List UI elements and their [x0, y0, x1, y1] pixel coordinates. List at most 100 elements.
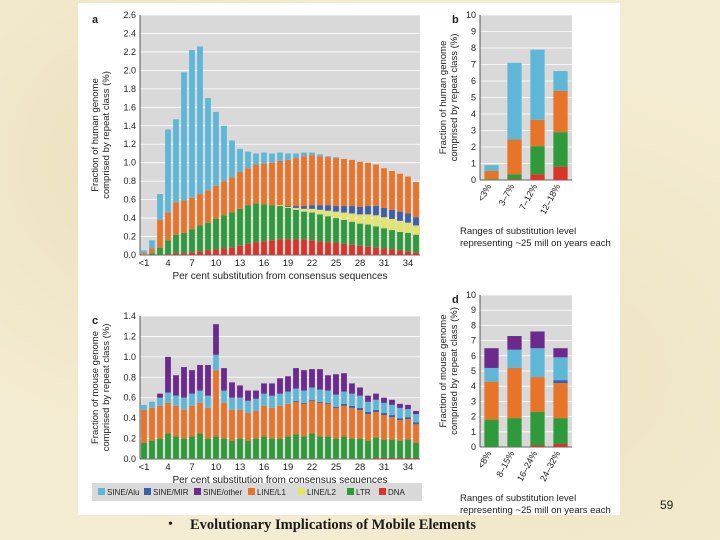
bar-a-ltr: [229, 212, 235, 248]
panel-a-ylabel: comprised by repeat class (%): [101, 71, 112, 199]
bar-c-sine-alu: [373, 399, 379, 410]
panel-a-ytick-label: 0.8: [123, 176, 136, 186]
bar-c-sine-other: [205, 365, 211, 396]
bar-a-sine-mir: [325, 205, 331, 211]
bar-a-line-l2: [405, 222, 411, 233]
bar-a-line-l1: [205, 190, 211, 223]
panel-d-ylabel: Fraction of mouse genome: [438, 314, 449, 427]
bar-c-ltr: [189, 436, 195, 459]
panel-b-ytick-label: 5: [471, 93, 476, 103]
panel-c-xtick-label: 31: [379, 462, 390, 473]
bar-c-ltr: [293, 434, 299, 459]
panel-b-ytick-label: 9: [471, 27, 476, 37]
bar-c-line-l1: [261, 405, 267, 437]
panel-d-xtick-label: 24–32%: [538, 449, 562, 483]
bar-a-line-l1: [341, 159, 347, 207]
panel-d-xtick-label: 16–24%: [515, 449, 539, 483]
bar-a-sine-alu: [181, 72, 187, 201]
bar-c-line-l1: [349, 407, 355, 439]
bar-a-sine-mir: [285, 206, 291, 207]
bar-c-sine-other: [189, 370, 195, 394]
panel-c-ytick-label: 0.4: [123, 413, 136, 423]
panel-a-ytick-label: 1.8: [123, 84, 136, 94]
bar-c-sine-mir: [405, 417, 411, 420]
bar-a-sine-alu: [237, 148, 243, 172]
legend-swatch-dna: [379, 488, 386, 495]
bar-b-line-l1: [553, 90, 568, 133]
bar-c-sine-mir: [333, 406, 339, 408]
bar-a-dna: [165, 254, 171, 255]
bar-a-ltr: [381, 228, 387, 249]
panel-c: 0.0 0.2 0.4 0.6 0.8 1.0 1.2 1.4 <1 4 7 10 13 16 19 22 25…: [90, 311, 420, 486]
panel-c-xtick-label: 19: [283, 462, 294, 473]
bar-a-ltr: [165, 240, 171, 255]
bar-b-ltr: [530, 146, 545, 175]
bar-c-line-l1: [221, 402, 227, 439]
bar-a-sine-mir: [317, 205, 323, 210]
bar-c-ltr: [349, 438, 355, 459]
panel-a-xtick-label: 25: [331, 258, 342, 269]
legend-swatch-line-l2: [298, 488, 305, 495]
bar-c-line-l1: [285, 403, 291, 437]
bar-b-sine-alu: [553, 71, 568, 91]
bar-c-ltr: [285, 436, 291, 459]
bar-c-sine-other: [397, 403, 403, 408]
bar-c-sine-other: [373, 393, 379, 400]
panel-d-xtick-label: 8–15%: [494, 449, 516, 478]
bar-a-dna: [365, 246, 371, 255]
panel-d-xtick-label: <8%: [476, 449, 493, 470]
bar-a-line-l1: [157, 219, 163, 248]
bar-c-ltr: [221, 438, 227, 459]
panel-b-ytick-label: 1: [471, 159, 476, 169]
panel-d-ytick-label: 6: [471, 351, 476, 361]
bar-c-ltr: [325, 436, 331, 459]
bar-c-line-l1: [245, 413, 251, 441]
panel-c-xlabel: Per cent substitution from consensus seq…: [172, 475, 387, 486]
panel-d-ytick-label: 1: [471, 427, 476, 437]
bar-a-sine-alu: [309, 152, 315, 156]
panel-b-xtick-label: 12–18%: [538, 182, 562, 216]
bar-c-line-l1: [149, 407, 155, 441]
bar-a-sine-mir: [373, 206, 379, 216]
bar-d-sine-other: [553, 348, 568, 358]
bar-a-line-l1: [173, 202, 179, 235]
bar-b-line-l1: [484, 170, 499, 180]
bar-c-sine-mir: [325, 402, 331, 404]
bar-c-sine-mir: [293, 400, 299, 402]
bar-a-ltr: [365, 224, 371, 247]
bar-a-line-l1: [197, 194, 203, 226]
bar-a-line-l2: [341, 212, 347, 220]
bar-a-ltr: [325, 216, 331, 243]
bar-a-dna: [373, 247, 379, 255]
bar-c-sine-other: [269, 383, 275, 396]
bar-c-sine-other: [229, 382, 235, 398]
panel-d-ytick-label: 10: [466, 290, 476, 300]
panel-b-ytick-label: 10: [466, 10, 476, 20]
panel-a: 0.0 0.2 0.4 0.6 0.8 1.0 1.2 1.4 1.6 1.8 2.0 2.2 2.4 2…: [90, 10, 420, 282]
bar-a-sine-alu: [221, 125, 227, 182]
bar-c-ltr: [381, 439, 387, 458]
bar-a-sine-mir: [413, 217, 419, 226]
panel-a-ytick-label: 0.4: [123, 213, 136, 223]
bar-d-sine-alu: [507, 349, 522, 368]
bar-a-dna: [221, 248, 227, 255]
panel-c-ylabel: comprised by repeat class (%): [101, 324, 112, 452]
bar-a-sine-alu: [301, 152, 307, 157]
bar-a-ltr: [213, 219, 219, 250]
legend-label-line-l1: LINE/L1: [257, 488, 286, 497]
figure-svg: 0.0 0.2 0.4 0.6 0.8 1.0 1.2 1.4 1.6 1.8 2.0 2.2 2.4 2…: [90, 10, 611, 515]
bar-a-ltr: [189, 229, 195, 253]
panel-b-xlabel: representing ~25 mill on years each: [460, 238, 611, 249]
bar-c-sine-alu: [309, 387, 315, 400]
bar-c-ltr: [341, 436, 347, 459]
bar-c-dna: [389, 457, 395, 459]
bar-d-line-l1: [484, 381, 499, 420]
bar-c-sine-alu: [285, 391, 291, 404]
bar-b-ltr: [553, 132, 568, 167]
bar-b-ltr: [507, 174, 522, 180]
bar-c-sine-alu: [205, 395, 211, 408]
bar-a-line-l1: [317, 156, 323, 206]
panel-a-xtick-label: 31: [379, 258, 390, 269]
panel-d-ytick-label: 4: [471, 381, 476, 391]
bar-a-ltr: [277, 206, 283, 240]
